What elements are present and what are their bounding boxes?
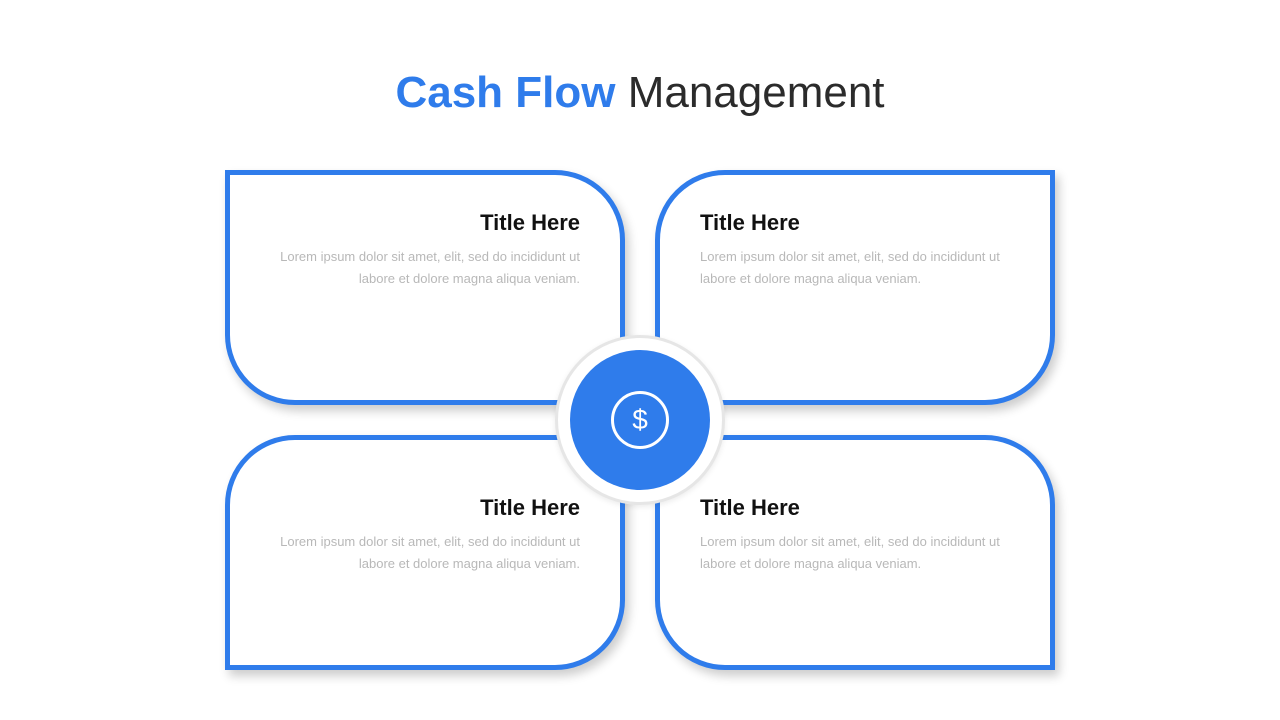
title-accent: Cash Flow [395,68,615,117]
petal-bottom-left: Title Here Lorem ipsum dolor sit amet, e… [225,435,625,670]
petal-top-left: Title Here Lorem ipsum dolor sit amet, e… [225,170,625,405]
petal-body: Lorem ipsum dolor sit amet, elit, sed do… [700,531,1000,575]
petal-bottom-right: Title Here Lorem ipsum dolor sit amet, e… [655,435,1055,670]
petal-title: Title Here [700,210,1000,236]
petal-diagram: Title Here Lorem ipsum dolor sit amet, e… [225,170,1055,670]
petal-body: Lorem ipsum dolor sit amet, elit, sed do… [700,246,1000,290]
petal-body: Lorem ipsum dolor sit amet, elit, sed do… [280,246,580,290]
dollar-glyph: $ [632,404,648,436]
petal-title: Title Here [700,495,1000,521]
title-rest: Management [615,68,884,117]
center-circle: $ [555,335,725,505]
center-inner: $ [570,350,710,490]
dollar-icon: $ [611,391,669,449]
petal-title: Title Here [280,210,580,236]
page-title: Cash Flow Management [0,68,1280,118]
petal-title: Title Here [280,495,580,521]
petal-body: Lorem ipsum dolor sit amet, elit, sed do… [280,531,580,575]
petal-top-right: Title Here Lorem ipsum dolor sit amet, e… [655,170,1055,405]
